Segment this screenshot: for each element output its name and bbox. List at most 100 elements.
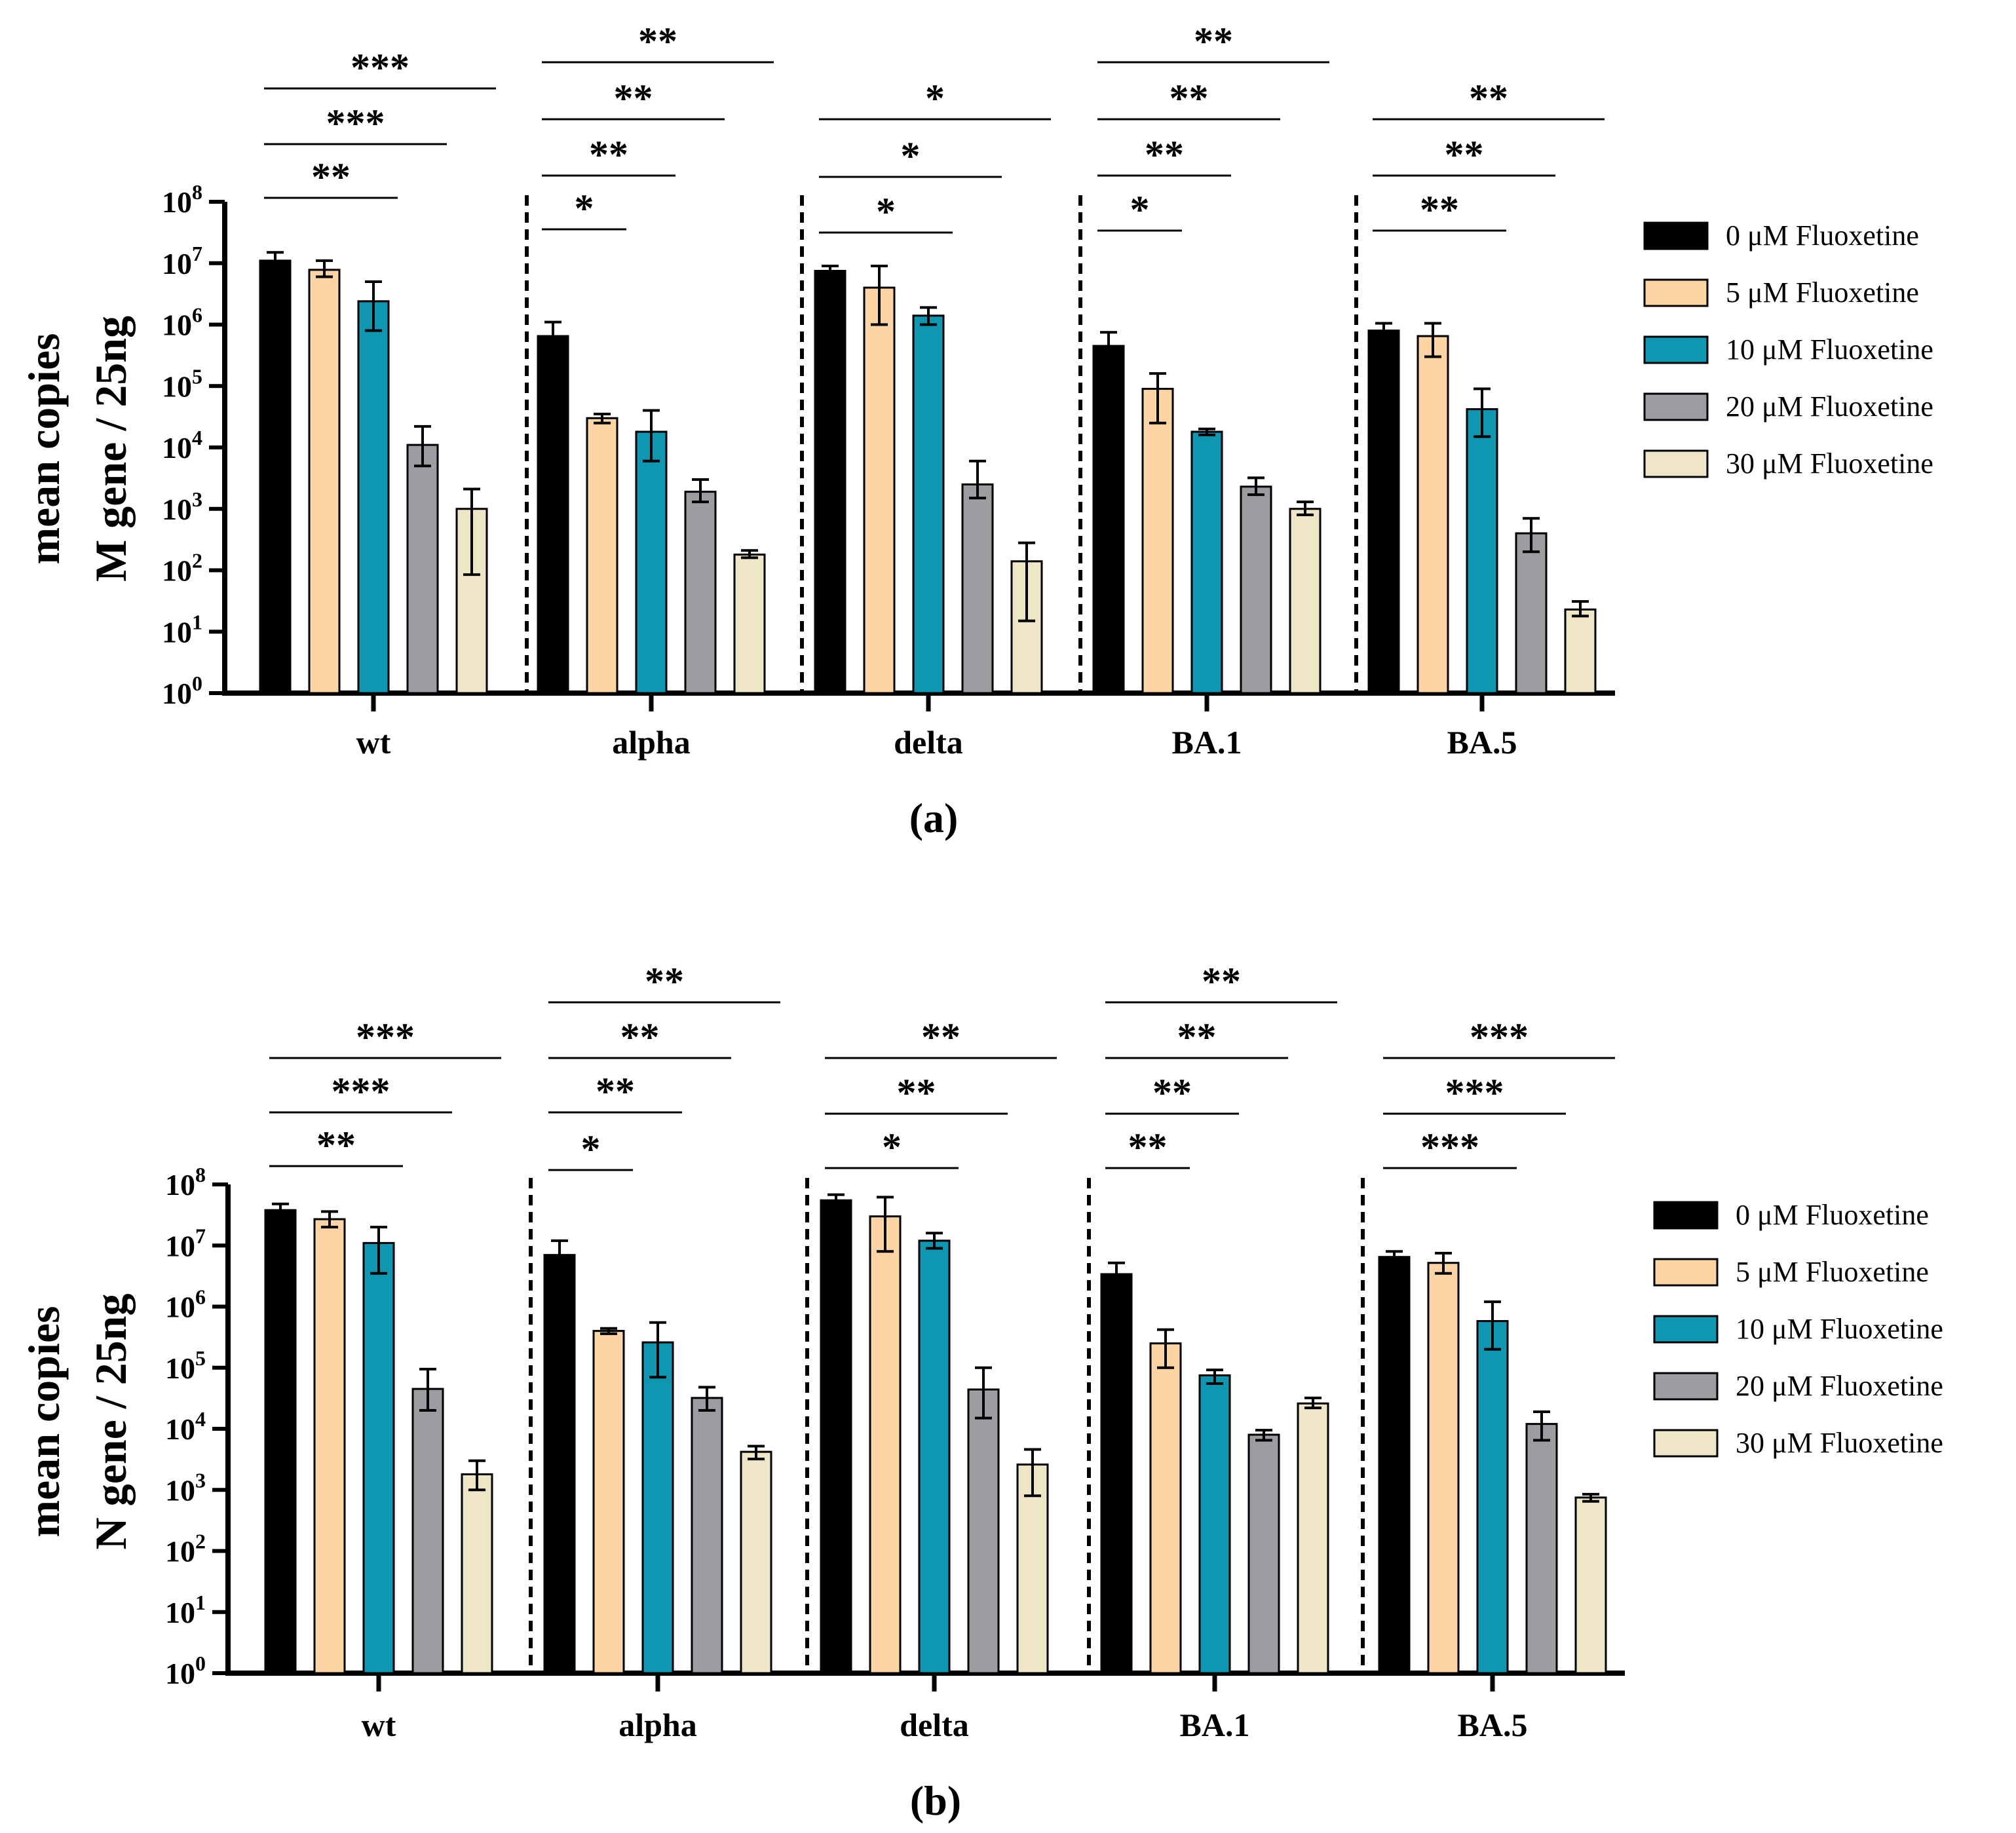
significance-label: *** bbox=[326, 102, 385, 145]
y-tick-label-base: 10 bbox=[162, 431, 192, 464]
bar bbox=[1149, 1342, 1182, 1674]
significance-label: ** bbox=[316, 1124, 356, 1167]
significance-label: ** bbox=[1170, 77, 1209, 120]
legend-label: 20 μM Fluoxetine bbox=[1726, 390, 1933, 423]
bar bbox=[1016, 1464, 1049, 1674]
bar bbox=[406, 444, 439, 694]
bar bbox=[362, 1241, 395, 1674]
bar bbox=[1466, 408, 1498, 694]
bar bbox=[1525, 1423, 1558, 1674]
bar bbox=[1574, 1496, 1607, 1674]
legend-label: 10 μM Fluoxetine bbox=[1736, 1313, 1943, 1345]
y-tick-label-base: 10 bbox=[162, 185, 192, 219]
legend-label: 0 μM Fluoxetine bbox=[1726, 219, 1919, 252]
bar bbox=[1417, 335, 1449, 694]
bar bbox=[1190, 430, 1223, 694]
bar bbox=[308, 269, 341, 694]
legend-swatch bbox=[1643, 278, 1709, 307]
significance-label: ** bbox=[620, 1015, 660, 1059]
y-tick-label-base: 10 bbox=[165, 1351, 195, 1385]
y-tick-label: 104 bbox=[162, 426, 202, 464]
x-tick-label: delta bbox=[900, 1707, 969, 1743]
legend-swatch bbox=[1653, 1201, 1719, 1230]
bar bbox=[912, 314, 945, 694]
y-tick-label: 107 bbox=[165, 1224, 206, 1262]
significance-label: ** bbox=[1420, 188, 1459, 231]
y-tick-label: 101 bbox=[165, 1591, 206, 1629]
bar bbox=[1297, 1402, 1329, 1674]
y-tick-label-base: 10 bbox=[165, 1229, 195, 1262]
bar bbox=[1367, 330, 1400, 694]
y-tick-label-exponent: 1 bbox=[195, 1591, 206, 1614]
bar bbox=[1247, 1433, 1280, 1674]
legend-swatch bbox=[1653, 1372, 1719, 1401]
panel-label: (b) bbox=[910, 1777, 961, 1824]
y-tick-label: 105 bbox=[162, 364, 202, 403]
legend-label: 5 μM Fluoxetine bbox=[1726, 276, 1919, 309]
significance-label: ** bbox=[645, 960, 684, 1003]
y-tick-label: 108 bbox=[162, 180, 202, 219]
bar bbox=[641, 1341, 674, 1674]
bar bbox=[313, 1218, 346, 1674]
legend-swatch bbox=[1653, 1258, 1719, 1287]
y-tick-label-exponent: 4 bbox=[195, 1407, 206, 1431]
y-tick-label-base: 10 bbox=[165, 1596, 195, 1629]
bar bbox=[814, 269, 846, 694]
bar bbox=[461, 1473, 493, 1674]
y-tick-label: 104 bbox=[165, 1407, 206, 1446]
significance-label: * bbox=[882, 1125, 902, 1169]
legend: 0 μM Fluoxetine 5 μM Fluoxetine 10 μM Fluo… bbox=[1643, 219, 1933, 480]
y-tick-label-exponent: 2 bbox=[195, 1530, 206, 1553]
y-tick-label-exponent: 7 bbox=[195, 1224, 206, 1247]
y-tick-label-base: 10 bbox=[162, 493, 192, 526]
significance-label: ** bbox=[614, 77, 653, 120]
y-tick-label-base: 10 bbox=[162, 677, 192, 710]
y-tick-label-base: 10 bbox=[165, 1168, 195, 1201]
y-tick-label-exponent: 5 bbox=[195, 1346, 206, 1370]
y-tick-label: 102 bbox=[165, 1530, 206, 1568]
significance-label: * bbox=[901, 134, 921, 178]
significance-label: ** bbox=[1128, 1125, 1168, 1169]
significance-label: * bbox=[575, 187, 594, 230]
legend-label: 0 μM Fluoxetine bbox=[1736, 1199, 1929, 1231]
y-tick-label-exponent: 6 bbox=[195, 1285, 206, 1309]
significance-label: *** bbox=[1470, 1015, 1529, 1059]
bar bbox=[357, 300, 390, 694]
significance-label: ** bbox=[638, 20, 677, 63]
significance-label: ** bbox=[596, 1070, 635, 1113]
bar bbox=[967, 1388, 1000, 1674]
bar bbox=[1476, 1320, 1509, 1674]
y-tick-label: 100 bbox=[162, 671, 202, 710]
y-tick-label-base: 10 bbox=[162, 554, 192, 588]
y-tick-label-exponent: 3 bbox=[195, 1468, 206, 1492]
legend-swatch bbox=[1643, 221, 1709, 250]
y-tick-label: 106 bbox=[162, 303, 202, 342]
legend-label: 20 μM Fluoxetine bbox=[1736, 1370, 1943, 1402]
significance-label: * bbox=[1130, 188, 1150, 231]
y-axis-title-line1: mean copies bbox=[19, 333, 69, 564]
bar bbox=[1100, 1273, 1133, 1674]
significance-label: ** bbox=[1202, 960, 1241, 1003]
legend-swatch bbox=[1653, 1315, 1719, 1344]
legend-label: 30 μM Fluoxetine bbox=[1736, 1427, 1943, 1459]
significance-label: ** bbox=[311, 155, 351, 198]
significance-label: ** bbox=[1177, 1015, 1217, 1059]
x-tick-label: alpha bbox=[612, 724, 691, 761]
y-tick-label-exponent: 4 bbox=[192, 426, 202, 449]
significance-label: * bbox=[581, 1127, 601, 1171]
y-tick-label-base: 10 bbox=[165, 1535, 195, 1568]
bar bbox=[1240, 485, 1272, 694]
legend-swatch bbox=[1653, 1429, 1719, 1458]
x-tick-label: alpha bbox=[618, 1707, 697, 1743]
legend-swatch bbox=[1643, 449, 1709, 478]
y-tick-label-exponent: 1 bbox=[192, 610, 202, 633]
y-tick-label-base: 10 bbox=[165, 1657, 195, 1690]
significance-label: ** bbox=[1445, 133, 1484, 176]
legend-label: 10 μM Fluoxetine bbox=[1726, 333, 1933, 366]
x-tick-label: BA.5 bbox=[1447, 724, 1517, 761]
bar bbox=[592, 1330, 625, 1674]
y-tick-label-exponent: 0 bbox=[192, 671, 202, 695]
y-tick-label: 102 bbox=[162, 549, 202, 588]
x-tick-label: BA.1 bbox=[1172, 724, 1242, 761]
